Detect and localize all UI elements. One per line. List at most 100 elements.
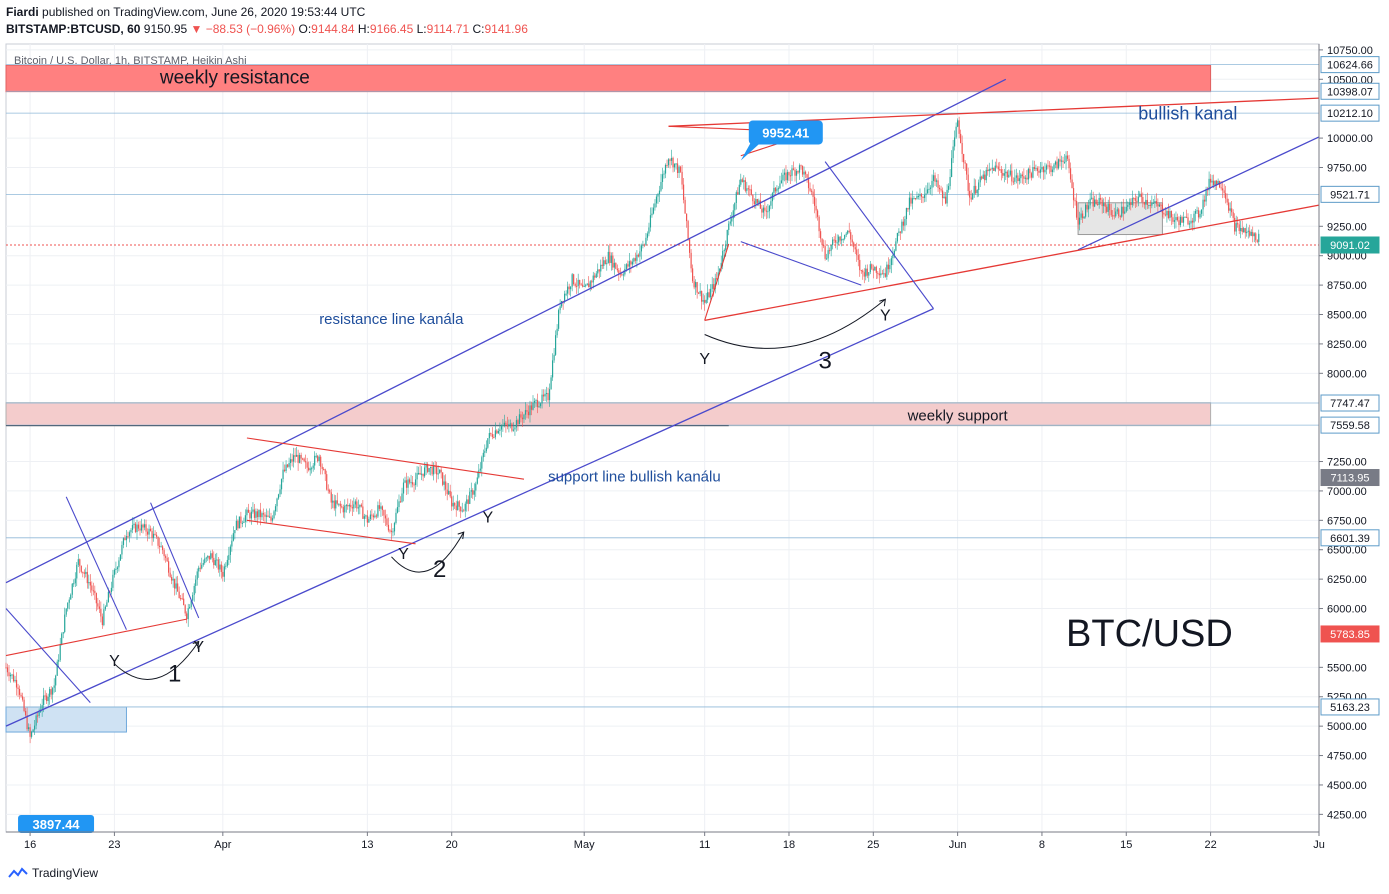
candle-body [77,559,79,565]
candle-body [529,405,531,416]
candle-body [79,559,81,566]
candle-body [958,120,960,134]
candle-body [892,254,894,259]
candle-body [628,261,630,267]
candle-body [1161,204,1164,213]
candle-body [813,196,816,206]
candle-body [935,180,938,182]
author-name[interactable]: Fiardi [6,5,39,19]
low-value: 9114.71 [426,22,470,36]
candle-body [731,218,733,222]
candle-body [6,667,9,673]
candle-body [292,455,295,462]
candle-body [11,674,13,676]
candle-body [17,687,19,689]
candle-body [259,509,262,518]
candle-body [1185,216,1188,218]
candle-body [920,194,923,197]
candle-body [23,699,25,711]
candle-body [558,310,560,329]
price-axis-label: 5000.00 [1327,721,1367,733]
price-label-box [1320,529,1380,547]
candle-body [613,262,615,268]
candle-body [360,504,362,507]
candle-body [651,213,653,216]
candle-body [232,533,234,541]
candle-body [300,454,302,459]
candle-body [809,188,811,191]
time-axis-label: 23 [108,839,120,851]
price-axis-label: 7000.00 [1327,486,1367,498]
candle-body [130,529,132,533]
wave-arc [704,298,886,349]
candle-body [678,166,680,174]
candle-body [1050,165,1052,173]
candle-body [670,157,673,161]
candle-body [472,490,474,495]
chart-title: Bitcoin / U.S. Dollar, 1h, BITSTAMP, Hei… [14,55,247,67]
open-label: O: [298,22,312,36]
candle-body [928,188,930,190]
candle-body [743,180,745,182]
candle-body [44,695,46,697]
candle-body [1190,220,1192,224]
candle-body [192,594,194,601]
candle-body [637,254,640,257]
candle-body [1179,216,1182,226]
candle-body [1155,201,1157,204]
candle-body [902,221,905,226]
candle-body [323,468,325,470]
candle-body [268,516,271,518]
candle-body [672,157,674,168]
candle-body [565,293,567,295]
candle-body [1015,175,1017,178]
candle-body [378,505,381,509]
candle-body [729,221,731,224]
candle-body [622,274,624,276]
candle-body [1217,181,1219,185]
candle-body [21,696,24,700]
candle-body [1250,231,1252,236]
candle-body [172,578,174,581]
candle-body [94,590,96,594]
candle-body [1091,197,1093,199]
candle-body [941,190,944,199]
candle-body [538,406,540,408]
trend-line-2 [5,308,934,727]
candle-body [1158,204,1160,207]
candle-body [907,208,909,210]
candle-body [26,715,28,730]
candle-body [143,524,146,528]
price-axis-label: 6750.00 [1327,515,1367,527]
candle-body [625,264,627,269]
candle-body [264,514,266,517]
candle-body [354,501,356,505]
trend-line-3 [1077,136,1320,251]
candle-body [165,556,167,558]
candle-body [661,174,664,182]
candle-body [335,500,337,509]
candle-body [600,264,602,272]
price-label-box [1320,56,1380,74]
candle-body [1228,202,1230,211]
candle-body [1234,217,1236,232]
candle-body [841,239,843,241]
candle-body [713,284,715,290]
candle-body [993,167,995,171]
candle-body [1148,204,1150,206]
publish-info: published on TradingView.com, June 26, 2… [42,5,366,19]
candle-body [553,354,555,361]
candle-body [208,555,210,560]
candle-body [336,500,338,504]
candle-body [905,208,908,220]
weekly-support-label: weekly support [907,407,1009,424]
candle-body [171,577,173,581]
candle-body [53,685,55,688]
candle-body [1074,200,1076,202]
candle-body [746,188,748,191]
candle-body [303,458,305,462]
tradingview-brand[interactable]: TradingView [32,866,99,880]
candle-body [612,255,614,268]
candle-body [195,579,197,586]
